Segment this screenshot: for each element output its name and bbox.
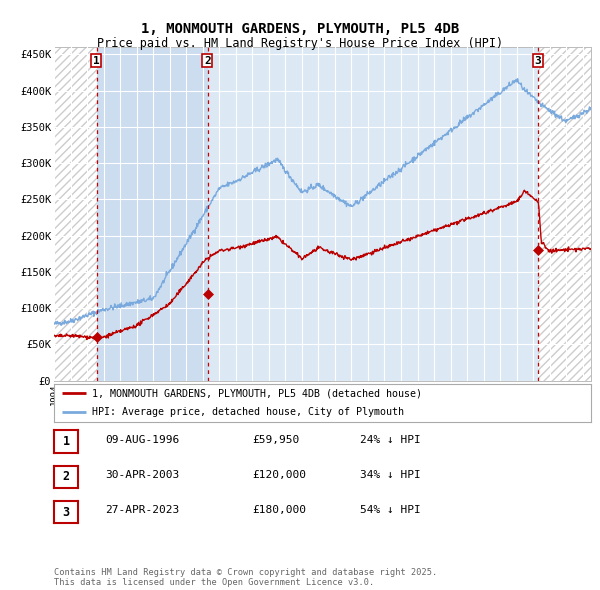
Text: HPI: Average price, detached house, City of Plymouth: HPI: Average price, detached house, City… bbox=[92, 407, 404, 417]
Bar bbox=[208, 47, 538, 381]
Bar bbox=[54, 47, 97, 381]
Text: Price paid vs. HM Land Registry's House Price Index (HPI): Price paid vs. HM Land Registry's House … bbox=[97, 37, 503, 50]
Text: £180,000: £180,000 bbox=[252, 506, 306, 515]
Bar bbox=[538, 47, 591, 381]
Text: Contains HM Land Registry data © Crown copyright and database right 2025.
This d: Contains HM Land Registry data © Crown c… bbox=[54, 568, 437, 587]
Text: £120,000: £120,000 bbox=[252, 470, 306, 480]
Text: 1: 1 bbox=[62, 435, 70, 448]
Bar bbox=[97, 47, 208, 381]
Text: 2: 2 bbox=[62, 470, 70, 483]
Text: 2: 2 bbox=[204, 55, 211, 65]
Text: 1, MONMOUTH GARDENS, PLYMOUTH, PL5 4DB (detached house): 1, MONMOUTH GARDENS, PLYMOUTH, PL5 4DB (… bbox=[92, 388, 422, 398]
Text: 30-APR-2003: 30-APR-2003 bbox=[105, 470, 179, 480]
Text: £59,950: £59,950 bbox=[252, 435, 299, 444]
Text: 1, MONMOUTH GARDENS, PLYMOUTH, PL5 4DB: 1, MONMOUTH GARDENS, PLYMOUTH, PL5 4DB bbox=[141, 22, 459, 37]
Text: 27-APR-2023: 27-APR-2023 bbox=[105, 506, 179, 515]
Bar bbox=[538, 47, 591, 381]
Bar bbox=[54, 47, 97, 381]
Text: 09-AUG-1996: 09-AUG-1996 bbox=[105, 435, 179, 444]
Text: 54% ↓ HPI: 54% ↓ HPI bbox=[360, 506, 421, 515]
Text: 1: 1 bbox=[93, 55, 100, 65]
Text: 3: 3 bbox=[535, 55, 541, 65]
Text: 24% ↓ HPI: 24% ↓ HPI bbox=[360, 435, 421, 444]
Text: 3: 3 bbox=[62, 506, 70, 519]
Text: 34% ↓ HPI: 34% ↓ HPI bbox=[360, 470, 421, 480]
